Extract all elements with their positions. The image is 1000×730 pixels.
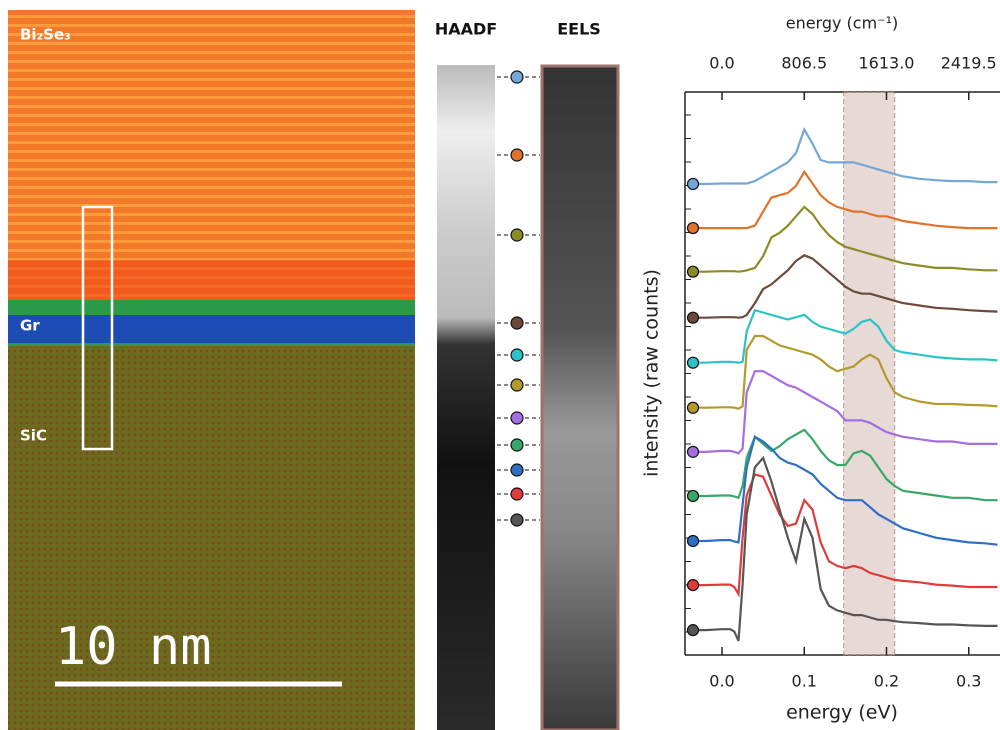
x2-tick-label: 0.0: [709, 54, 734, 73]
x-tick-label: 0.3: [956, 672, 981, 691]
roi-box: [81, 205, 114, 451]
spectrum-line: [693, 205, 998, 273]
haadf-title: HAADF: [435, 20, 497, 39]
bi2se3-region: [8, 10, 415, 302]
label-gr: Gr: [20, 317, 40, 335]
position-dot: [510, 463, 524, 477]
series-marker: [686, 221, 700, 235]
scale-bar-label: 10 nm: [55, 617, 212, 677]
x-axis-title: energy (eV): [786, 702, 898, 724]
spectrum-line: [693, 455, 998, 642]
series-marker: [686, 311, 700, 324]
series-marker: [686, 401, 700, 414]
highlight-band: [843, 91, 896, 656]
series-marker: [686, 356, 700, 369]
series-marker: [686, 534, 700, 548]
series-marker: [686, 265, 700, 278]
position-dot: [510, 70, 524, 84]
series-marker: [686, 578, 700, 592]
x2-axis-title: energy (cm⁻¹): [786, 14, 899, 33]
spectrum-line: [693, 308, 998, 364]
label-bi2se3: Bi₂Se₃: [20, 26, 71, 44]
position-dot: [510, 348, 524, 362]
position-dot: [510, 438, 524, 452]
series-marker: [686, 177, 700, 191]
position-dot: [510, 378, 524, 392]
x-tick-label: 0.1: [792, 672, 817, 691]
x2-tick-label: 806.5: [781, 54, 827, 73]
spectrum-line: [693, 473, 998, 598]
haadf-strip: [437, 65, 495, 730]
series-marker: [686, 489, 700, 503]
spectrum-line: [693, 428, 998, 502]
spectrum-line: [693, 370, 998, 455]
y-minor-ticks: [685, 114, 691, 633]
spectrum-line: [693, 435, 998, 546]
spectrum-line: [693, 254, 998, 319]
eels-title: EELS: [557, 20, 601, 39]
label-sic: SiC: [20, 427, 47, 445]
x-tick-label: 0.0: [709, 672, 734, 691]
position-dot: [510, 316, 524, 330]
position-dot: [510, 228, 524, 242]
series-marker: [686, 445, 700, 458]
x2-tick-label: 2419.5: [941, 54, 997, 73]
series-marker: [686, 624, 700, 637]
x-tick-label: 0.2: [874, 672, 899, 691]
position-dot: [510, 148, 524, 162]
spectrum-line: [693, 169, 998, 230]
position-dot: [510, 411, 524, 425]
spectrum-line: [693, 126, 998, 186]
x2-tick-label: 1613.0: [859, 54, 915, 73]
micrograph: Bi₂Se₃ Gr SiC 10 nm: [8, 10, 415, 730]
interface: [8, 260, 415, 302]
y-axis-title: intensity (raw counts): [641, 269, 663, 477]
position-dot: [510, 513, 524, 527]
position-markers: [497, 70, 540, 527]
eels-strip: [540, 64, 620, 730]
spectrum-line: [693, 334, 998, 410]
plot-frame: [684, 91, 1000, 656]
position-dot: [510, 487, 524, 501]
gr-layer: [8, 315, 415, 343]
